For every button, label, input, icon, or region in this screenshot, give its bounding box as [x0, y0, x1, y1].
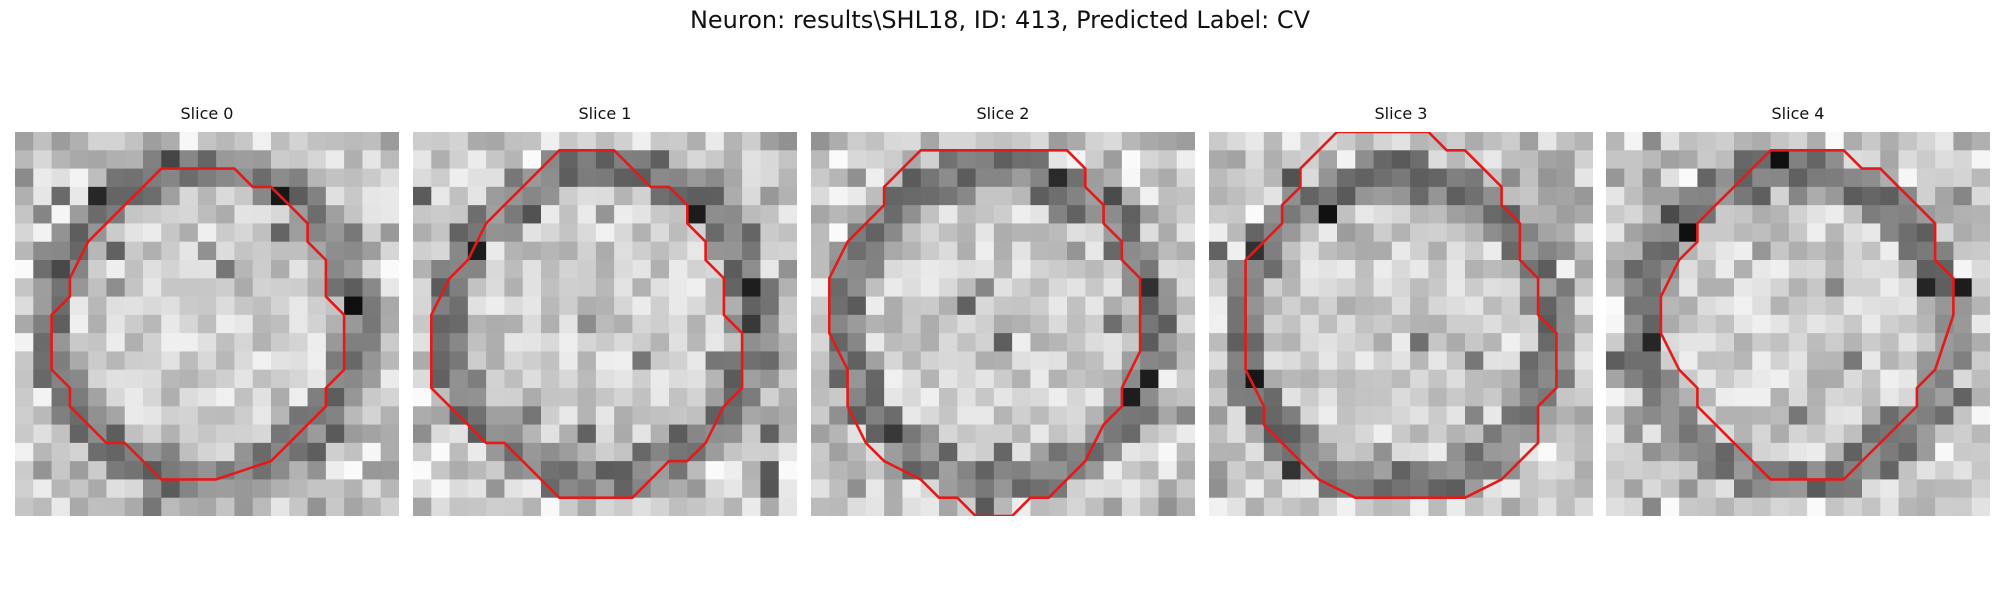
- slice-title: Slice 0: [180, 104, 234, 123]
- pixel-grid: [413, 132, 797, 516]
- slice-image: [413, 132, 797, 516]
- slice-image: [1209, 132, 1593, 516]
- segmentation-contour: [827, 148, 1142, 516]
- slice-title: Slice 4: [1771, 104, 1825, 123]
- slice-image: [15, 132, 399, 516]
- slice-title: Slice 3: [1374, 104, 1428, 123]
- segmentation-contour: [429, 148, 744, 500]
- slice-image: [1606, 132, 1990, 516]
- segmentation-contour: [50, 167, 346, 481]
- segmentation-contour: [1244, 132, 1558, 500]
- slice-title: Slice 1: [578, 104, 632, 123]
- segmentation-contour: [1659, 148, 1955, 481]
- pixel-grid: [1606, 132, 1990, 516]
- figure-title: Neuron: results\SHL18, ID: 413, Predicte…: [689, 6, 1311, 34]
- pixel-grid: [811, 132, 1195, 516]
- slice-image: [811, 132, 1195, 516]
- pixel-grid: [15, 132, 399, 516]
- slice-title: Slice 2: [976, 104, 1030, 123]
- pixel-grid: [1209, 132, 1593, 516]
